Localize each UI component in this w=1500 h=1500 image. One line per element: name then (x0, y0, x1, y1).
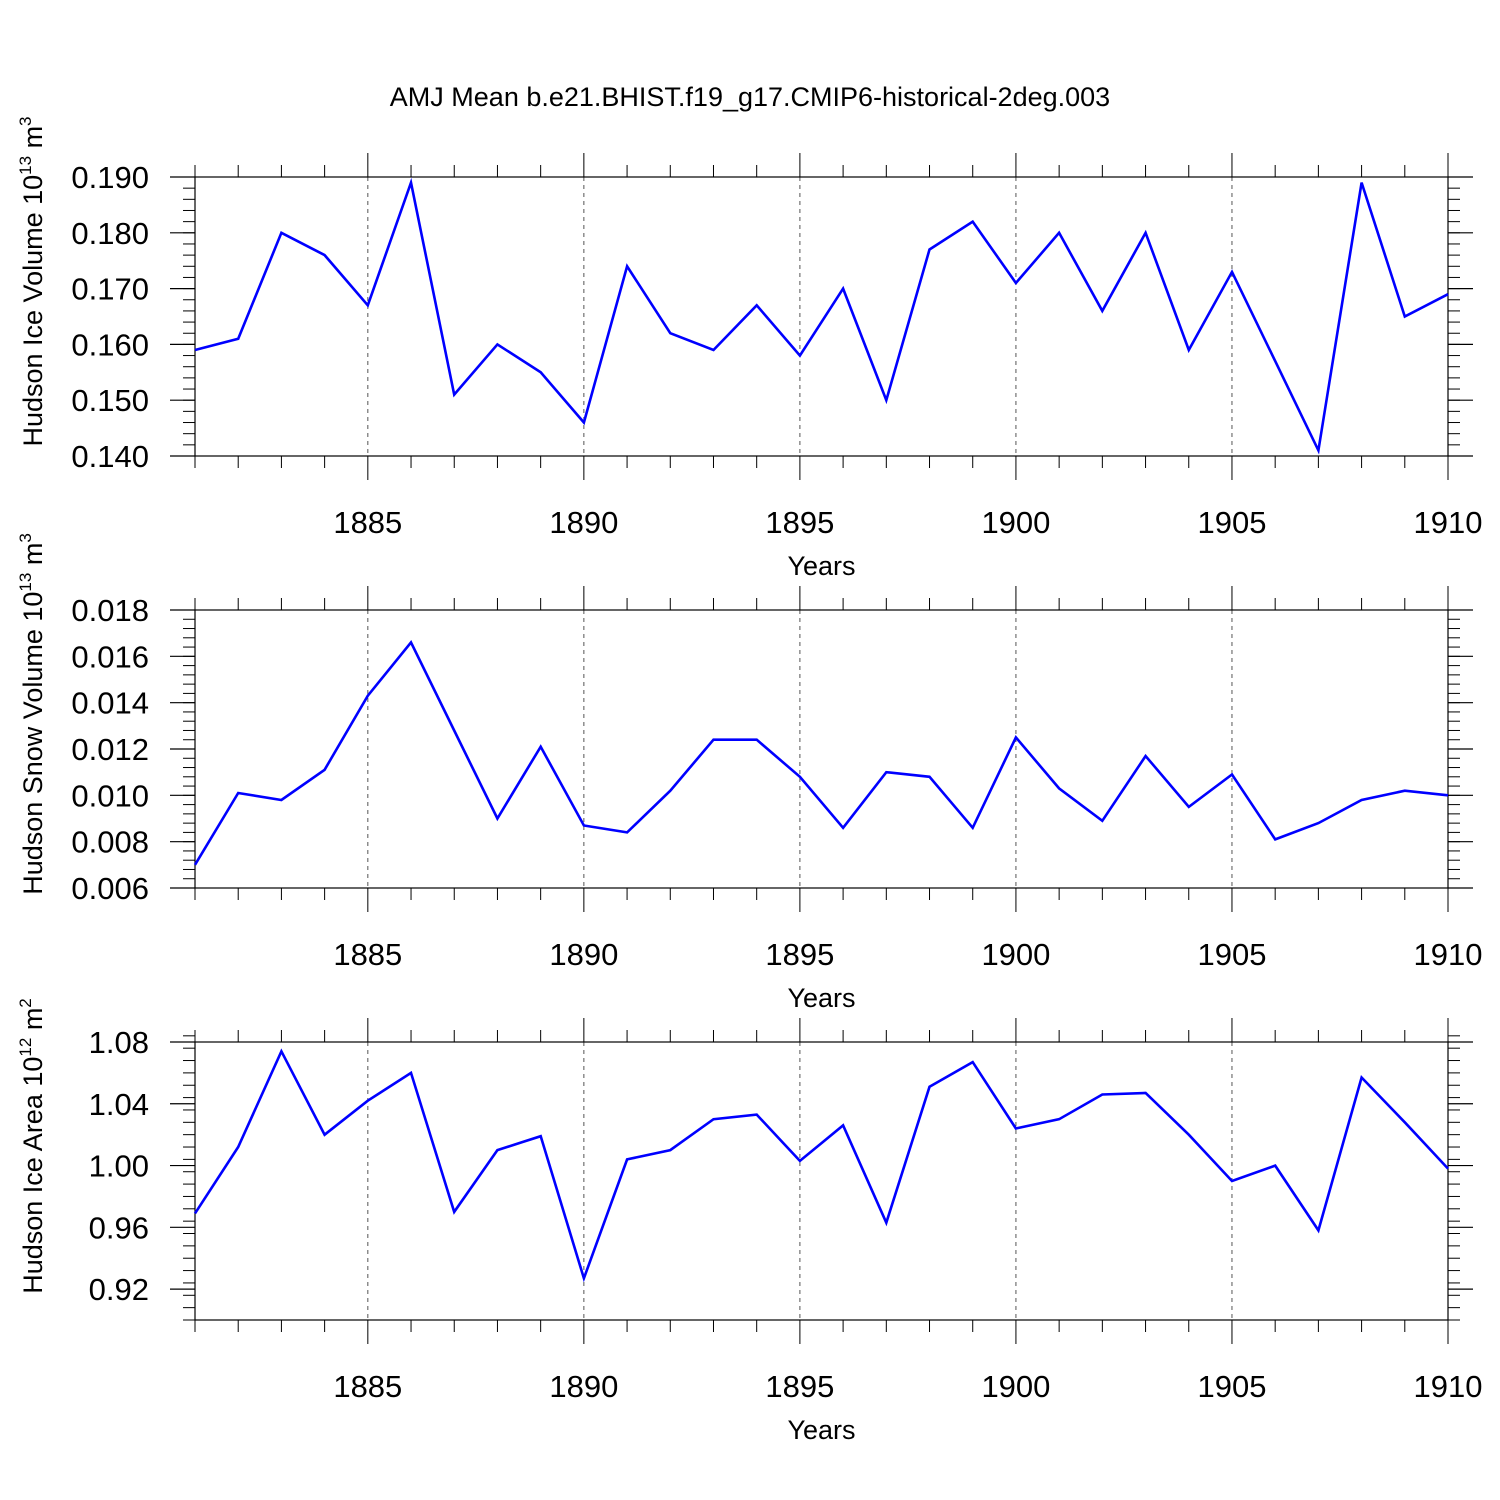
x-tick-label: 1885 (333, 505, 402, 540)
y-tick-label: 0.012 (71, 732, 149, 767)
y-tick-label: 1.04 (89, 1087, 149, 1122)
plot-frame (194, 609, 1449, 889)
chart-panel-2: 1885 1890 1895 1900 1905 1910 Years 0.006 0.008 0… (16, 533, 1482, 1013)
y-axis-label: Hudson Snow Volume 1013 m3 (16, 533, 48, 895)
x-tick-label: 1885 (333, 937, 402, 972)
y-tick-label: 0.190 (71, 160, 149, 195)
x-tick-label: 1905 (1197, 1369, 1266, 1404)
figure-title: AMJ Mean b.e21.BHIST.f19_g17.CMIP6-histo… (390, 82, 1110, 112)
chart-panel-1: 1885 1890 1895 1900 1905 1910 Years 0.140 0.150 0… (16, 116, 1482, 581)
y-tick-label: 0.180 (71, 216, 149, 251)
x-tick-label: 1890 (549, 937, 618, 972)
y-tick-label: 0.006 (71, 871, 149, 906)
y-tick-label: 0.014 (71, 686, 149, 721)
x-tick-label: 1905 (1197, 937, 1266, 972)
x-axis-label: Years (787, 983, 855, 1013)
y-tick-label: 0.96 (89, 1210, 149, 1245)
x-tick-label: 1885 (333, 1369, 402, 1404)
x-tick-label: 1900 (981, 937, 1050, 972)
y-tick-label: 0.170 (71, 272, 149, 307)
y-tick-label: 0.010 (71, 778, 149, 813)
y-tick-label: 0.140 (71, 439, 149, 474)
x-tick-label: 1895 (765, 1369, 834, 1404)
series-line-1 (194, 177, 1449, 455)
y-tick-label: 0.160 (71, 327, 149, 362)
y-tick-label: 0.018 (71, 593, 149, 628)
chart-panel-3: 1885 1890 1895 1900 1905 1910 Years 0.92 0.96 1.0… (16, 998, 1482, 1445)
plot-frame (194, 1041, 1449, 1321)
x-tick-label: 1905 (1197, 505, 1266, 540)
series-line-3 (193, 1048, 1449, 1283)
x-tick-label: 1910 (1414, 1369, 1483, 1404)
y-tick-label: 0.016 (71, 639, 149, 674)
x-tick-label: 1900 (981, 505, 1050, 540)
y-axis-label: Hudson Ice Volume 1013 m3 (16, 116, 48, 446)
x-tick-label: 1890 (549, 1369, 618, 1404)
y-tick-label: 0.150 (71, 383, 149, 418)
x-tick-label: 1895 (765, 505, 834, 540)
x-tick-label: 1910 (1414, 505, 1483, 540)
y-tick-label: 0.008 (71, 825, 149, 860)
y-tick-label: 0.92 (89, 1272, 149, 1307)
x-tick-label: 1900 (981, 1369, 1050, 1404)
y-tick-label: 1.08 (89, 1025, 149, 1060)
y-tick-label: 1.00 (89, 1149, 149, 1184)
y-axis-label: Hudson Ice Area 1012 m2 (16, 998, 48, 1294)
x-tick-label: 1895 (765, 937, 834, 972)
plot-frame (194, 176, 1449, 457)
x-tick-label: 1910 (1414, 937, 1483, 972)
x-axis-label: Years (787, 1415, 855, 1445)
series-line-2 (193, 640, 1449, 866)
x-axis-label: Years (787, 551, 855, 581)
x-tick-label: 1890 (549, 505, 618, 540)
